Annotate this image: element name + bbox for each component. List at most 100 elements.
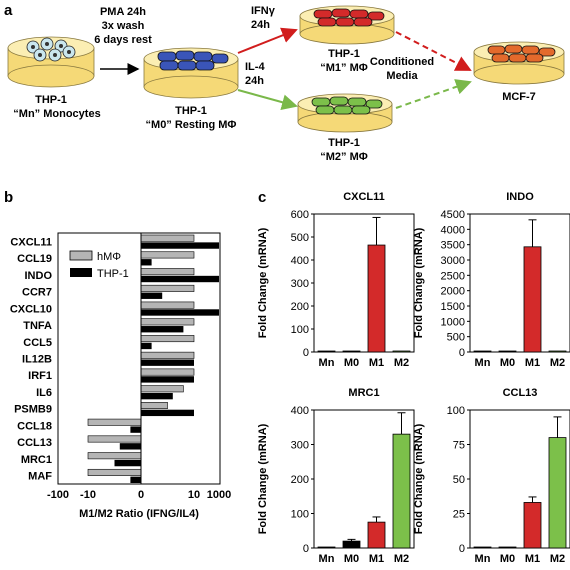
gene-label-ccl19: CCL19 — [17, 253, 52, 265]
bar-maf-thp1 — [130, 476, 141, 483]
bar-mrc1-thp1 — [114, 459, 141, 467]
bar-cxcl11-m0 — [342, 350, 361, 353]
bar-ccl19-thp1 — [141, 259, 152, 266]
ytick-mrc1-300: 300 — [291, 440, 309, 452]
ytick-indo-2000: 2000 — [441, 286, 465, 298]
ytick-ccl13-100: 100 — [447, 405, 465, 417]
chart-ylabel-ccl13: Fold Change (mRNA) — [413, 423, 425, 534]
chart-indo: INDO Fold Change (mRNA) 0 500 1000 1500 2000 25… — [413, 191, 570, 369]
bar-ccl18-hmf — [87, 418, 142, 426]
bar-ccl19-hmf — [140, 251, 195, 259]
xtick-mrc1-mn: Mn — [319, 553, 335, 565]
ytick-ccl13-75: 75 — [453, 440, 465, 452]
bar-irf1-thp1 — [141, 376, 194, 383]
chart-frame-indo — [469, 213, 570, 353]
panel-b-frame — [57, 232, 221, 485]
ytick-indo-1000: 1000 — [441, 316, 465, 328]
dish-m2-label-2: “M2” MΦ — [320, 151, 368, 163]
ytick-cxcl11-400: 400 — [291, 255, 309, 267]
ytick-mrc1-400: 400 — [291, 405, 309, 417]
bar-ccr7-hmf — [140, 284, 195, 292]
ifng-time: 24h — [251, 19, 270, 31]
arrow-m2-media — [395, 79, 472, 109]
chart-ylabel-indo: Fold Change (mRNA) — [413, 227, 425, 338]
bar-mrc1-m2 — [392, 433, 411, 549]
panel-c: c CXCL11 Fold Change (mRNA) 0 100 200 300 400 5… — [257, 189, 570, 565]
ytick-ccl13-50: 50 — [453, 474, 465, 486]
legend-swatch-thp1 — [70, 268, 92, 277]
chart-title-ccl13: CCL13 — [503, 387, 538, 399]
il4-time: 24h — [245, 75, 264, 87]
xtick-ccl13-mn: Mn — [475, 553, 491, 565]
ifng-label: IFNγ — [251, 5, 276, 17]
ytick-indo-3500: 3500 — [441, 240, 465, 252]
bar-indo-mn — [473, 350, 492, 353]
b-xtick-neg10: -10 — [80, 489, 96, 501]
panel-b-gene-labels: CXCL11 CCL19 INDO CCR7 CXCL10 TNFA CCL5 IL12B IR… — [10, 236, 53, 482]
ytick-mrc1-200: 200 — [291, 474, 309, 486]
bar-ccl5-hmf — [140, 335, 195, 343]
b-xtick-0: 0 — [138, 489, 144, 501]
gene-label-il12b: IL12B — [22, 354, 52, 366]
bar-indo-m2 — [548, 350, 567, 353]
dish-mn — [7, 36, 95, 88]
pma-line-1: PMA 24h — [100, 6, 146, 18]
dish-m1-label-2: “M1” MΦ — [320, 62, 368, 74]
bar-tnfa-thp1 — [141, 326, 184, 333]
panel-b: b CXCL11 CCL19 INDO CCR7 CXCL10 TNFA CCL5 IL12B… — [4, 189, 231, 520]
ytick-cxcl11-100: 100 — [291, 324, 309, 336]
bar-ccl13-mn — [473, 546, 492, 549]
xtick-mrc1-m0: M0 — [344, 553, 359, 565]
bar-indo-m1 — [523, 246, 542, 353]
pma-text: PMA 24h 3x wash 6 days rest — [94, 6, 152, 46]
bar-mrc1-hmf — [87, 452, 142, 460]
bar-ccl13-m1 — [523, 502, 542, 549]
panel-b-legend: hMΦ THP-1 — [69, 250, 129, 280]
dish-mn-label-1: THP-1 — [35, 94, 67, 106]
gene-label-cxcl11: CXCL11 — [10, 236, 52, 248]
bar-indo-m0 — [498, 350, 517, 353]
gene-label-indo: INDO — [25, 270, 53, 282]
arrow-ifng — [237, 27, 298, 54]
dish-m2 — [297, 93, 393, 133]
xtick-indo-mn: Mn — [475, 357, 491, 369]
bar-ccl13-hmf — [87, 435, 142, 443]
dish-m0-label-1: THP-1 — [175, 105, 207, 117]
arrow-il4 — [237, 89, 298, 110]
bar-cxcl11-mn — [317, 350, 336, 353]
bar-cxcl10-hmf — [140, 301, 195, 309]
gene-label-il6: IL6 — [36, 387, 52, 399]
bar-il12b-thp1 — [141, 359, 194, 366]
bar-tnfa-hmf — [140, 318, 195, 326]
ytick-mrc1-0: 0 — [303, 543, 309, 555]
ytick-indo-1500: 1500 — [441, 301, 465, 313]
gene-label-maf: MAF — [28, 471, 52, 483]
mcf7-label: MCF-7 — [502, 91, 536, 103]
bar-mrc1-mn — [317, 546, 336, 549]
xtick-cxcl11-mn: Mn — [319, 357, 335, 369]
chart-title-indo: INDO — [506, 191, 534, 203]
panel-c-label: c — [258, 189, 266, 206]
bar-ccl18-thp1 — [130, 426, 141, 433]
chart-title-mrc1: MRC1 — [348, 387, 379, 399]
ytick-cxcl11-200: 200 — [291, 301, 309, 313]
bar-cxcl11-hmf — [140, 234, 195, 242]
xtick-mrc1-m2: M2 — [394, 553, 409, 565]
ytick-indo-500: 500 — [447, 332, 465, 344]
dish-m0-label-2: “M0” Resting MΦ — [146, 119, 237, 131]
bar-cxcl11-thp1 — [141, 242, 219, 249]
gene-label-ccl18: CCL18 — [17, 420, 52, 432]
bar-ccl13-thp1 — [119, 443, 141, 450]
bar-cxcl11-m1 — [367, 244, 386, 353]
xtick-cxcl11-m0: M0 — [344, 357, 359, 369]
conditioned-label: Conditioned — [370, 56, 434, 68]
b-xtick-1000: 1000 — [207, 489, 231, 501]
xtick-cxcl11-m1: M1 — [369, 357, 384, 369]
bar-mrc1-m1 — [367, 521, 386, 549]
arrow-m1-media — [395, 31, 472, 71]
bar-cxcl10-thp1 — [141, 309, 219, 316]
bar-mrc1-m0 — [342, 540, 361, 549]
dish-m2-label-1: THP-1 — [328, 137, 360, 149]
